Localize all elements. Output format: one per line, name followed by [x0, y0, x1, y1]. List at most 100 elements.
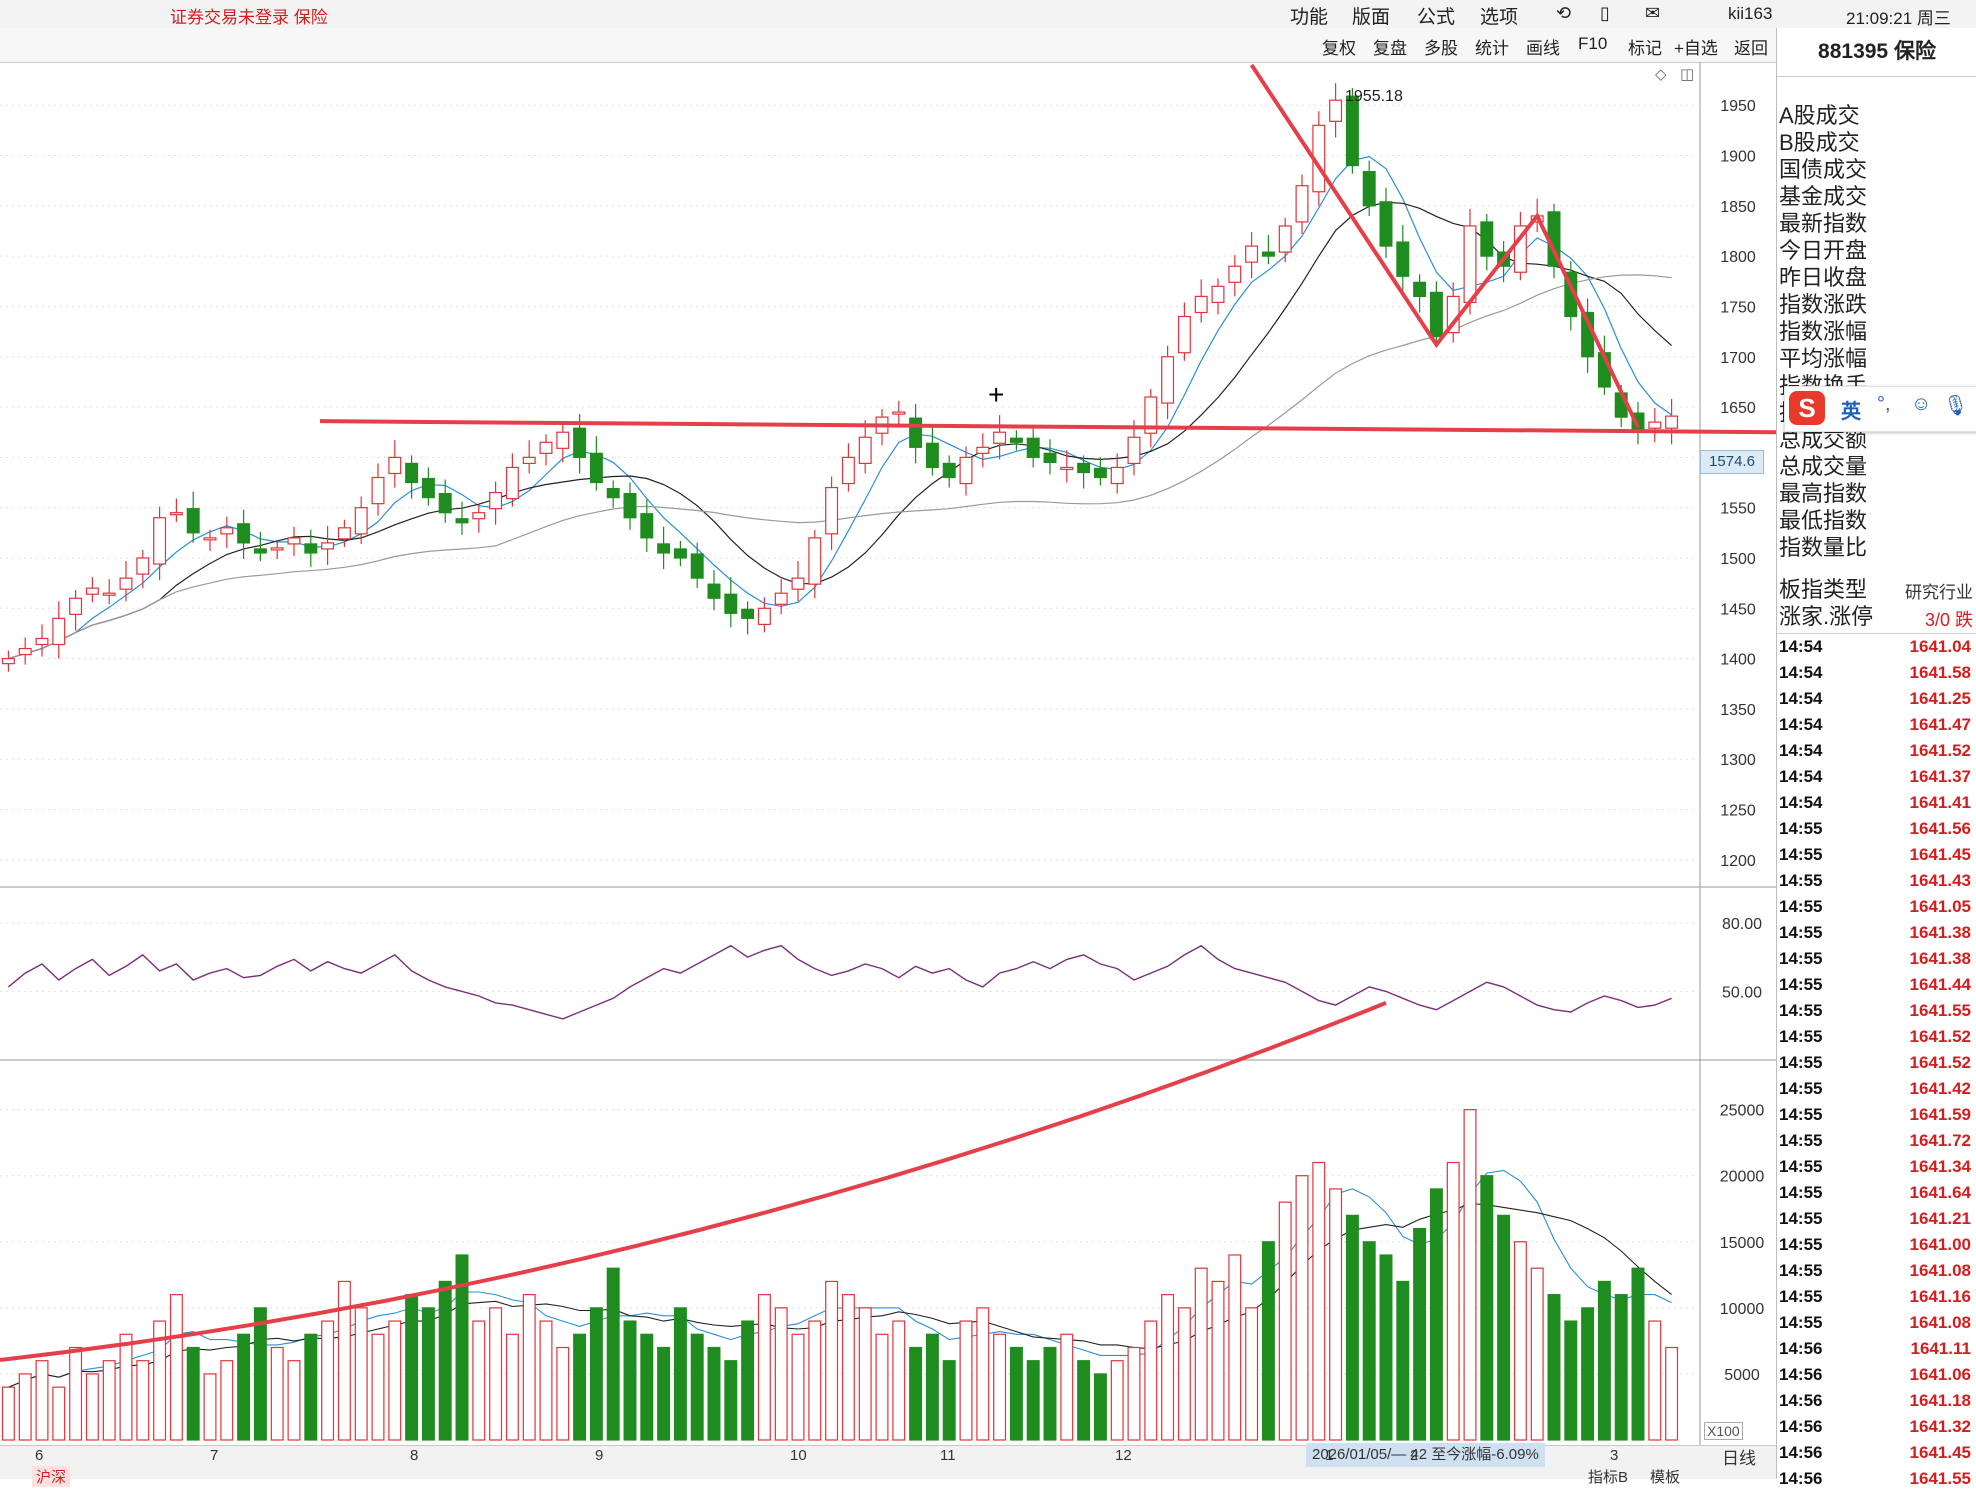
volume-bar	[1110, 1360, 1124, 1441]
volume-bar	[1648, 1320, 1662, 1441]
btn-fupan[interactable]: 复盘	[1373, 39, 1407, 58]
top-bar: 证券交易未登录 保险 功能 版面 公式 选项 ⟲ ▯ ✉ kii163 21:0…	[0, 0, 1976, 29]
panel-toggle-icon[interactable]: ◫	[1680, 66, 1695, 83]
candle-body	[354, 507, 368, 535]
volume-bar	[841, 1294, 855, 1441]
volume-bar	[1429, 1188, 1443, 1441]
volume-bar	[673, 1307, 687, 1441]
price-tick-label: 1300	[1720, 752, 1756, 769]
volume-bar	[1614, 1294, 1628, 1441]
price-tick-label: 1800	[1720, 249, 1756, 266]
volume-bar	[1513, 1241, 1527, 1441]
tick-list[interactable]: 14:54 1641.04 14:54 1641.58 14:54 1641.25 14:5…	[1777, 633, 1976, 1492]
quote-side-panel: 881395 保险 A股成交 B股成交 国债成交 基金成交 最新指数 今日开盘 昨日收盘 指数…	[1776, 28, 1976, 1488]
volume-bar	[85, 1373, 99, 1441]
kline-chart[interactable]: 1950190018501800175017001650160015501500…	[0, 62, 1776, 1478]
candle-body	[942, 462, 956, 479]
refresh-icon[interactable]: ⟲	[1556, 3, 1572, 23]
tab-hushen[interactable]: 沪深	[32, 1466, 71, 1487]
candle-body	[707, 583, 721, 599]
volume-bar	[976, 1307, 990, 1441]
clock: 21:09:21 周三	[1846, 9, 1951, 28]
microphone-icon[interactable]: 🎙	[1943, 395, 1969, 417]
range-info: 2026/01/05/— 42 至今涨幅-6.09%	[1306, 1443, 1545, 1467]
volume-bar	[757, 1294, 771, 1441]
updown-value: 3/0 跌	[1925, 610, 1974, 630]
btn-biaoji[interactable]: 标记	[1628, 39, 1662, 58]
price-tick-label: 1450	[1720, 601, 1756, 618]
tick-value: 1641.45	[1909, 845, 1971, 864]
ime-toolbar[interactable]: S 英 °, ☺ 🎙	[1784, 386, 1976, 432]
candle-body	[52, 617, 66, 646]
volume-bar	[1093, 1373, 1107, 1441]
period-label[interactable]: 日线	[1722, 1449, 1756, 1468]
tick-row: 14:56 1641.55	[1777, 1466, 1976, 1492]
tab-template[interactable]: 模板	[1650, 1469, 1681, 1486]
btn-back[interactable]: 返回	[1734, 39, 1768, 58]
volume-bar	[1581, 1307, 1595, 1441]
btn-duogu[interactable]: 多股	[1424, 39, 1458, 58]
volume-tick-label: 10000	[1720, 1301, 1765, 1318]
candle-body	[690, 553, 704, 579]
candle-body	[489, 491, 503, 510]
mail-icon[interactable]: ✉	[1645, 3, 1661, 23]
login-status: 证券交易未登录 保险	[170, 8, 328, 27]
volume-bar	[505, 1333, 519, 1441]
candle-body	[741, 608, 755, 619]
menu-formula[interactable]: 公式	[1417, 7, 1456, 28]
volume-bar	[522, 1294, 536, 1441]
candle-body	[472, 512, 486, 520]
candle-body	[69, 597, 83, 615]
menu-function[interactable]: 功能	[1290, 7, 1329, 28]
emoji-icon[interactable]: ☺	[1911, 393, 1932, 415]
candle-body	[337, 527, 351, 540]
volume-bar	[1, 1386, 15, 1441]
tick-time: 14:55	[1779, 1001, 1823, 1020]
tab-indicator[interactable]: 指标B	[1588, 1469, 1629, 1486]
volume-bar	[1043, 1346, 1057, 1441]
volume-bar	[472, 1320, 486, 1441]
candle-body	[371, 476, 385, 505]
sogou-logo-icon: S	[1789, 391, 1825, 425]
punctuation-icon[interactable]: °,	[1877, 393, 1891, 415]
diamond-icon[interactable]: ◇	[1655, 66, 1667, 83]
btn-fuquan[interactable]: 复权	[1322, 39, 1356, 58]
clipboard-icon[interactable]: ▯	[1600, 3, 1610, 23]
btn-f10[interactable]: F10	[1578, 34, 1608, 53]
volume-bar	[421, 1307, 435, 1441]
volume-bar	[1547, 1294, 1561, 1441]
volume-bar	[287, 1360, 301, 1441]
candle-body	[606, 487, 620, 499]
tick-value: 1641.52	[1909, 1053, 1971, 1072]
volume-bar	[35, 1360, 49, 1441]
volume-ma-line	[8, 1202, 1672, 1388]
btn-tongji[interactable]: 统计	[1475, 39, 1509, 58]
tick-row: 14:56 1641.06	[1777, 1362, 1976, 1388]
tick-row: 14:55 1641.56	[1777, 816, 1976, 842]
volume-bar	[489, 1307, 503, 1441]
volume-bar	[354, 1307, 368, 1441]
candle-body	[1345, 95, 1359, 167]
volume-bar	[18, 1373, 32, 1441]
btn-huaxian[interactable]: 画线	[1526, 39, 1560, 58]
tick-value: 1641.52	[1909, 741, 1971, 760]
candle-body	[993, 431, 1007, 444]
tick-row: 14:55 1641.45	[1777, 842, 1976, 868]
tick-time: 14:54	[1779, 741, 1823, 760]
volume-bar	[623, 1320, 637, 1441]
candle-body	[1413, 281, 1427, 297]
menu-layout[interactable]: 版面	[1352, 7, 1391, 28]
candle-body	[1110, 466, 1124, 485]
candle-body	[623, 492, 637, 519]
btn-add-favorite[interactable]: +自选	[1674, 39, 1718, 58]
tick-time: 14:55	[1779, 1183, 1823, 1202]
menu-options[interactable]: 选项	[1480, 7, 1519, 28]
tick-value: 1641.55	[1909, 1469, 1971, 1488]
tick-time: 14:54	[1779, 637, 1823, 656]
volume-bar	[237, 1333, 251, 1441]
volume-bar	[1345, 1214, 1359, 1441]
ime-lang[interactable]: 英	[1841, 401, 1861, 423]
candle-body	[1026, 437, 1040, 458]
candle-body	[573, 427, 587, 458]
candle-body	[808, 537, 822, 585]
